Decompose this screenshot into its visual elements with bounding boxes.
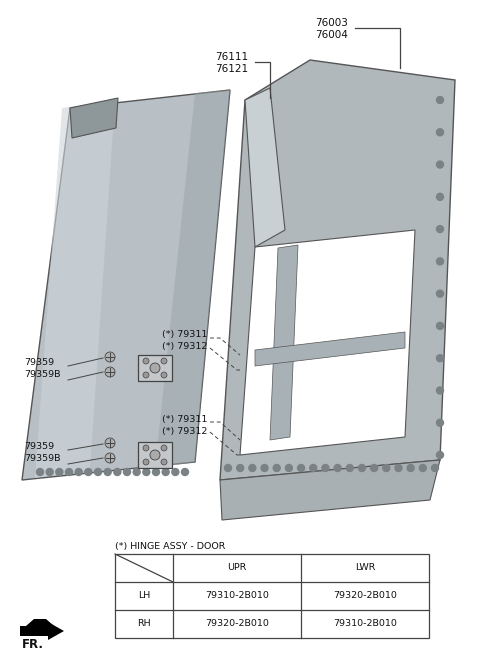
Polygon shape <box>245 88 285 247</box>
Text: (*) 79312: (*) 79312 <box>162 427 207 436</box>
Circle shape <box>65 468 72 476</box>
Text: 79310-2B010: 79310-2B010 <box>333 619 397 628</box>
Circle shape <box>85 468 92 476</box>
Circle shape <box>36 468 44 476</box>
Bar <box>115 554 429 638</box>
Circle shape <box>150 450 160 460</box>
Circle shape <box>436 290 444 297</box>
Text: 76003
76004: 76003 76004 <box>315 18 348 39</box>
Circle shape <box>436 355 444 361</box>
Text: (*) 79311: (*) 79311 <box>162 415 207 424</box>
Text: RH: RH <box>137 619 151 628</box>
Polygon shape <box>22 90 230 480</box>
Circle shape <box>143 372 149 378</box>
Circle shape <box>436 226 444 233</box>
Circle shape <box>105 438 115 448</box>
Circle shape <box>143 358 149 364</box>
Circle shape <box>436 419 444 426</box>
Circle shape <box>420 464 426 472</box>
Text: 79320-2B010: 79320-2B010 <box>333 592 397 600</box>
Circle shape <box>322 464 329 472</box>
Circle shape <box>104 468 111 476</box>
Polygon shape <box>220 60 455 480</box>
Circle shape <box>432 464 439 472</box>
Circle shape <box>133 468 140 476</box>
Circle shape <box>286 464 292 472</box>
Circle shape <box>395 464 402 472</box>
Polygon shape <box>35 100 115 478</box>
Circle shape <box>46 468 53 476</box>
Circle shape <box>237 464 244 472</box>
Text: 79310-2B010: 79310-2B010 <box>205 592 269 600</box>
Circle shape <box>298 464 304 472</box>
Circle shape <box>143 468 150 476</box>
Circle shape <box>143 459 149 465</box>
Circle shape <box>436 129 444 136</box>
Circle shape <box>310 464 317 472</box>
Circle shape <box>371 464 378 472</box>
Circle shape <box>172 468 179 476</box>
Text: LH: LH <box>138 592 150 600</box>
Circle shape <box>105 367 115 377</box>
Circle shape <box>161 372 167 378</box>
Circle shape <box>114 468 121 476</box>
Text: 76111
76121: 76111 76121 <box>215 52 248 73</box>
Circle shape <box>162 468 169 476</box>
Text: 79359B: 79359B <box>24 370 60 379</box>
Circle shape <box>105 352 115 362</box>
Circle shape <box>346 464 353 472</box>
Text: 79320-2B010: 79320-2B010 <box>205 619 269 628</box>
Circle shape <box>143 445 149 451</box>
Text: LWR: LWR <box>355 564 375 573</box>
Text: 79359: 79359 <box>24 358 54 367</box>
Polygon shape <box>48 622 64 640</box>
Circle shape <box>436 387 444 394</box>
Text: UPR: UPR <box>228 564 247 573</box>
Circle shape <box>150 363 160 373</box>
Text: FR.: FR. <box>22 638 44 651</box>
Text: (*) HINGE ASSY - DOOR: (*) HINGE ASSY - DOOR <box>115 542 226 551</box>
Polygon shape <box>155 90 230 468</box>
Circle shape <box>273 464 280 472</box>
Circle shape <box>161 358 167 364</box>
Circle shape <box>383 464 390 472</box>
Circle shape <box>436 451 444 459</box>
Circle shape <box>161 459 167 465</box>
Circle shape <box>436 258 444 265</box>
Bar <box>138 442 172 468</box>
Circle shape <box>56 468 63 476</box>
Circle shape <box>75 468 82 476</box>
Circle shape <box>161 445 167 451</box>
Circle shape <box>436 194 444 200</box>
Circle shape <box>436 322 444 329</box>
Polygon shape <box>255 332 405 366</box>
Polygon shape <box>26 619 54 626</box>
Polygon shape <box>220 460 440 520</box>
Text: (*) 79312: (*) 79312 <box>162 342 207 351</box>
Circle shape <box>249 464 256 472</box>
Circle shape <box>436 161 444 168</box>
Text: 79359B: 79359B <box>24 454 60 463</box>
Circle shape <box>105 453 115 463</box>
Circle shape <box>181 468 189 476</box>
Text: 79359: 79359 <box>24 442 54 451</box>
Circle shape <box>334 464 341 472</box>
Bar <box>138 355 172 381</box>
Circle shape <box>407 464 414 472</box>
Text: (*) 79311: (*) 79311 <box>162 330 207 339</box>
Circle shape <box>436 96 444 104</box>
Polygon shape <box>70 98 118 138</box>
Circle shape <box>153 468 159 476</box>
Polygon shape <box>270 245 298 440</box>
Circle shape <box>123 468 131 476</box>
Circle shape <box>95 468 101 476</box>
Circle shape <box>261 464 268 472</box>
Polygon shape <box>240 230 415 455</box>
Bar <box>20 626 48 636</box>
Circle shape <box>225 464 231 472</box>
Circle shape <box>359 464 365 472</box>
